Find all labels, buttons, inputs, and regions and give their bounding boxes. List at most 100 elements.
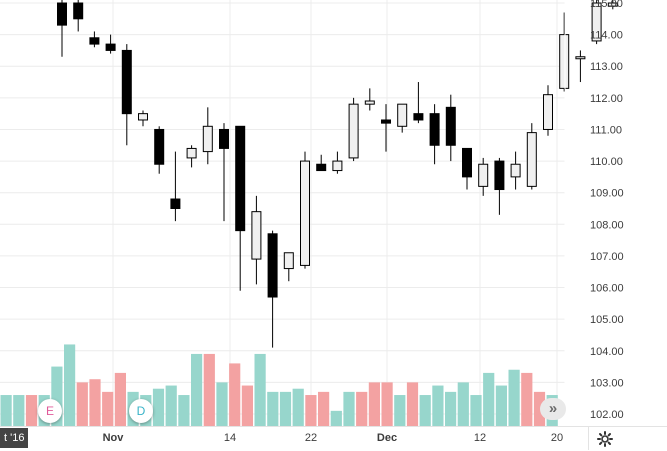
x-tick-label: 22 <box>304 432 318 444</box>
date-chip: t '16 <box>0 428 29 448</box>
y-tick-label: 106.00 <box>590 283 624 295</box>
volume-bar <box>254 353 266 426</box>
volume-bar <box>203 353 215 426</box>
volume-bar <box>229 363 241 426</box>
volume-bar <box>165 385 177 426</box>
chart-canvas[interactable]: 115.00 114.00 113.00 112.00 111.00 110.00 109.… <box>0 0 667 426</box>
y-tick-label: 105.00 <box>590 314 624 326</box>
candle-body <box>202 125 213 153</box>
candle-body <box>316 163 327 172</box>
volume-bar <box>51 366 63 426</box>
candle-body <box>89 37 100 45</box>
y-tick-label: 115.00 <box>590 0 623 10</box>
y-tick-label: 102.00 <box>590 409 624 421</box>
x-tick-label: 12 <box>473 432 487 444</box>
volume-bar <box>381 382 393 426</box>
volume-bar <box>470 395 482 426</box>
y-tick-label: 104.00 <box>590 346 624 358</box>
y-tick-label: 111.00 <box>590 124 622 136</box>
y-tick-label: 108.00 <box>590 219 624 231</box>
candle-body <box>105 43 116 51</box>
candle-body <box>381 119 391 124</box>
candle-body <box>429 113 440 146</box>
candle-body <box>445 106 456 146</box>
axis-divider <box>588 426 589 450</box>
volume-bar <box>330 410 342 426</box>
x-tick-label: 20 <box>550 432 564 444</box>
volume-bar <box>25 395 38 426</box>
y-tick-label: 107.00 <box>590 251 624 263</box>
candle-body <box>591 2 602 42</box>
candle-body <box>397 103 408 127</box>
volume-bar <box>292 388 304 426</box>
volume-bar <box>432 385 444 426</box>
settings-button[interactable] <box>594 429 616 449</box>
candle-body <box>364 100 375 105</box>
volume-bar <box>76 382 88 426</box>
y-tick-label: 114.00 <box>590 30 623 42</box>
volume-bar <box>102 391 114 426</box>
volume-bar <box>495 385 507 426</box>
candle-body <box>332 160 343 172</box>
volume-bar <box>533 391 546 426</box>
y-tick-label: 113.00 <box>590 61 623 73</box>
y-tick-label: 110.00 <box>590 156 623 168</box>
candle-body <box>494 160 505 191</box>
volume-bar <box>394 395 406 426</box>
volume-bar <box>114 372 126 426</box>
volume-bar <box>521 372 533 426</box>
gear-icon <box>597 431 613 447</box>
candle-body <box>413 113 424 121</box>
volume-bar <box>267 391 279 426</box>
x-tick-label: Nov <box>102 432 124 444</box>
volume-bar <box>343 391 355 426</box>
candle-body <box>462 147 472 178</box>
candle-body <box>57 2 67 26</box>
volume-bar <box>457 382 469 426</box>
x-tick-label: Dec <box>376 432 398 444</box>
volume-bar <box>279 391 292 426</box>
volume-bar <box>64 344 76 426</box>
volume-bar <box>483 372 495 426</box>
candle-body <box>121 49 132 115</box>
candle-body <box>138 113 148 121</box>
candle-body <box>251 211 262 260</box>
candle-body <box>73 2 84 20</box>
volume-bar <box>508 369 520 426</box>
y-tick-label: 103.00 <box>590 377 624 389</box>
candle-body <box>575 56 586 60</box>
volume-bar <box>356 391 368 426</box>
volume-bar <box>241 385 253 426</box>
dividend-event-marker[interactable]: D <box>129 399 153 423</box>
candle-body <box>186 147 197 159</box>
candle-body <box>543 94 553 130</box>
volume-bar <box>419 395 431 426</box>
candle-body <box>526 132 537 187</box>
candle-body <box>283 252 294 270</box>
y-tick-label: 112.00 <box>590 93 623 105</box>
volume-bar <box>216 382 228 426</box>
volume-bar <box>318 391 330 426</box>
candle-body <box>170 198 181 209</box>
volume-bar <box>0 395 12 426</box>
candle-body <box>559 34 570 89</box>
volume-bar <box>406 382 419 426</box>
candle-body <box>478 163 489 187</box>
volume-bar <box>445 391 457 426</box>
candle-body <box>348 103 359 159</box>
time-axis-strip <box>0 426 667 451</box>
volume-bar <box>152 388 165 426</box>
candle-body <box>235 125 246 232</box>
candle-body <box>154 128 165 165</box>
volume-bar <box>368 382 380 426</box>
y-tick-label: 109.00 <box>590 188 624 200</box>
candle-body <box>607 2 618 7</box>
scroll-to-latest-button[interactable]: » <box>540 398 566 420</box>
volume-bar <box>305 395 317 426</box>
volume-bar <box>89 379 101 426</box>
candle-body <box>300 160 310 266</box>
earnings-event-marker[interactable]: E <box>38 399 62 423</box>
candle-body <box>267 233 278 298</box>
volume-bar <box>178 395 190 426</box>
